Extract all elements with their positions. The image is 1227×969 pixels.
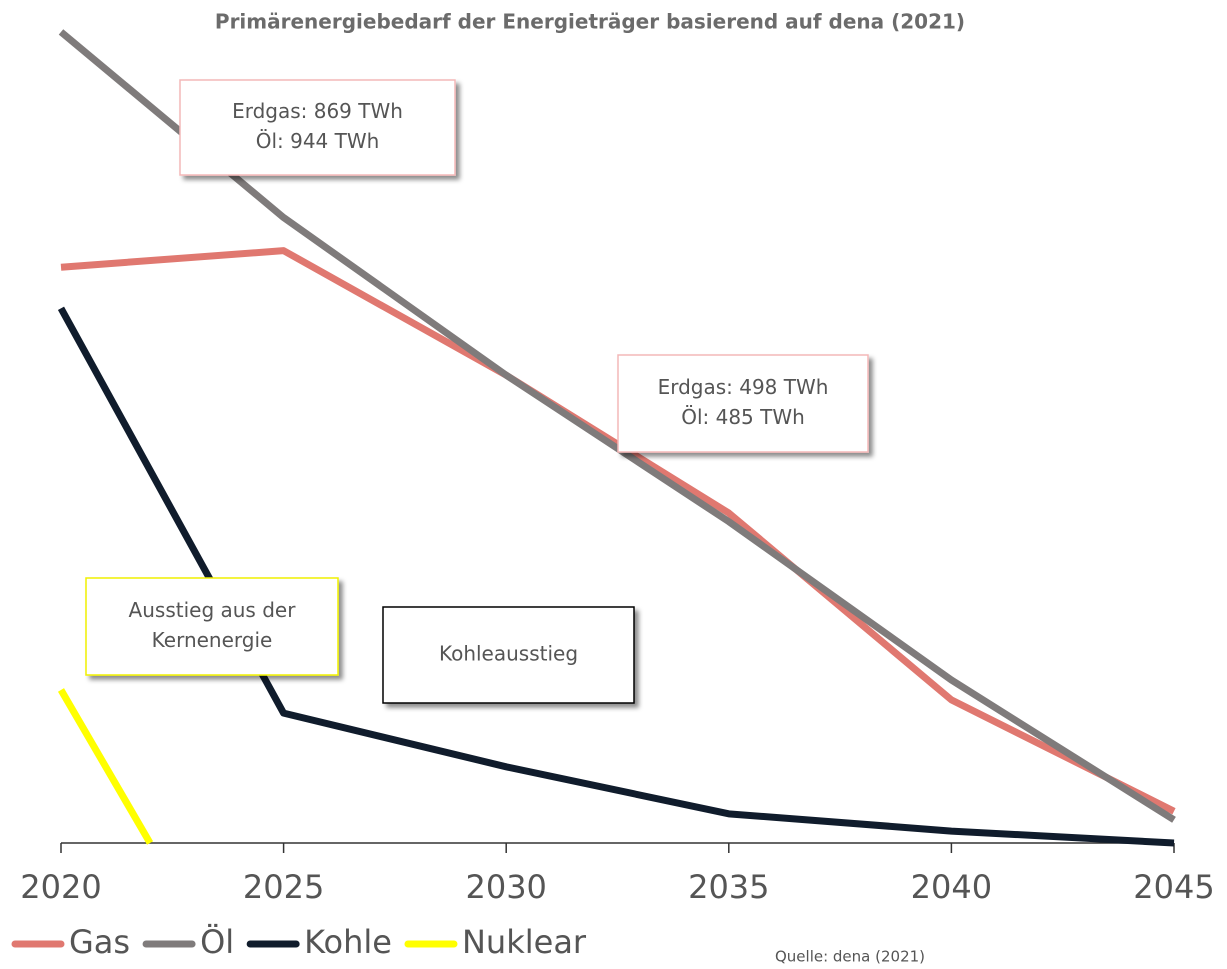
x-tick-label: 2020 (20, 868, 101, 906)
annotation-text: Erdgas: 498 TWh (658, 375, 829, 399)
x-tick-label: 2040 (911, 868, 992, 906)
annotation-text: Kohleausstieg (439, 642, 578, 666)
x-tick-label: 2035 (688, 868, 769, 906)
legend-label: Gas (69, 923, 130, 961)
annotation-box (617, 354, 869, 453)
annotation-box (179, 79, 456, 176)
x-tick-label: 2030 (465, 868, 546, 906)
x-tick-label: 2045 (1133, 868, 1214, 906)
legend-label: Kohle (304, 923, 392, 961)
chart-title: Primärenergiebedarf der Energieträger ba… (215, 10, 965, 34)
legend-label: Nuklear (462, 923, 587, 961)
annotation-box (85, 577, 339, 676)
x-tick-label: 2025 (243, 868, 324, 906)
annotation-text: Öl: 485 TWh (681, 405, 805, 429)
line-series (60, 247, 1176, 815)
annotation-text: Ausstieg aus der (129, 598, 297, 622)
annotation-text: Kernenergie (152, 628, 273, 652)
source: Quelle: dena (2021) (775, 948, 925, 966)
line-series (57, 688, 154, 845)
annotation-box (382, 606, 635, 704)
annotation-text: Öl: 944 TWh (256, 129, 380, 153)
legend-label: Öl (200, 923, 234, 961)
annotation-text: Erdgas: 869 TWh (232, 99, 403, 123)
